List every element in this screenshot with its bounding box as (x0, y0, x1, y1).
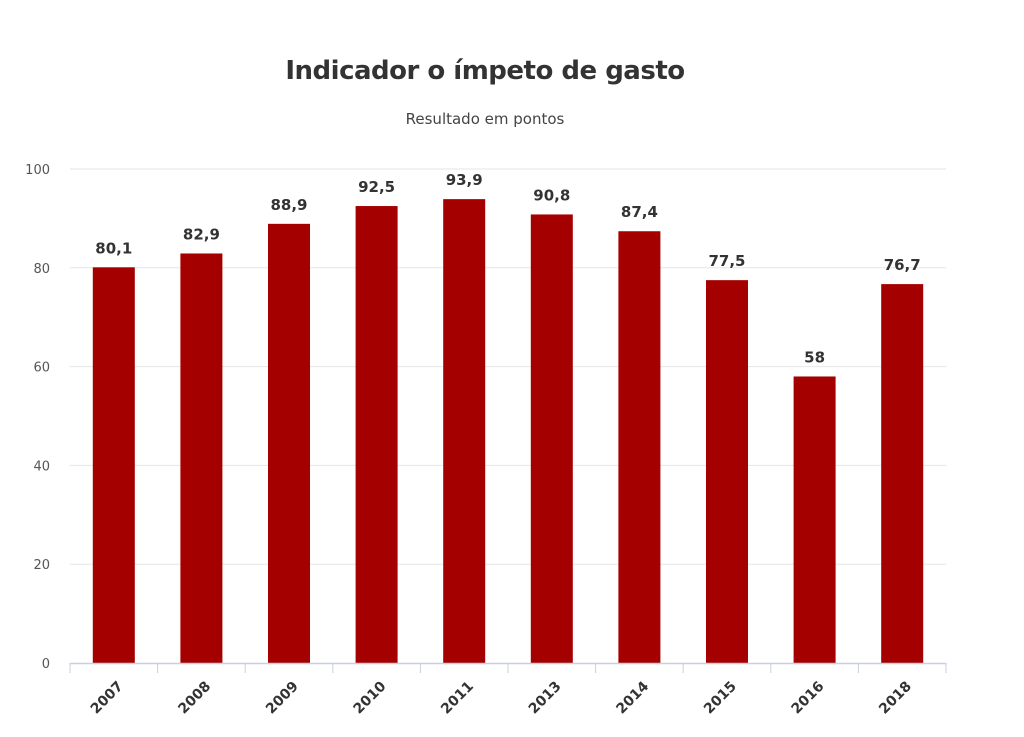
bar-2008 (180, 253, 223, 663)
x-category-label: 2011 (438, 679, 477, 718)
data-label-2013: 90,8 (533, 186, 570, 204)
bars (92, 199, 924, 664)
data-label-2011: 93,9 (446, 171, 483, 189)
bar-2010 (355, 206, 398, 664)
x-category-label: 2015 (701, 679, 740, 718)
x-category-label: 2007 (88, 679, 127, 718)
x-axis (69, 662, 947, 673)
data-label-2007: 80,1 (95, 239, 132, 257)
data-label-2016: 58 (804, 348, 825, 366)
data-label-2009: 88,9 (270, 196, 307, 214)
data-label-2015: 77,5 (708, 252, 745, 270)
y-tick-label: 60 (33, 361, 50, 376)
bar-2007 (92, 267, 135, 663)
bar-2011 (443, 199, 486, 663)
y-tick-label: 100 (25, 163, 50, 178)
data-label-2008: 82,9 (183, 225, 220, 243)
bar-2009 (268, 223, 310, 664)
y-axis-ticks: 0 20 40 60 80 100 (25, 163, 50, 672)
chart-title: Indicador o ímpeto de gasto (285, 56, 685, 86)
bar-2013 (530, 214, 573, 663)
bar-2014 (618, 231, 661, 663)
x-category-label: 2014 (613, 678, 652, 717)
chart-subtitle: Resultado em pontos (405, 110, 565, 128)
y-tick-label: 20 (33, 558, 50, 573)
x-category-label: 2010 (351, 678, 390, 717)
data-label-2018: 76,7 (884, 256, 921, 274)
y-tick-label: 0 (42, 657, 50, 672)
x-category-label: 2013 (526, 679, 565, 718)
y-tick-label: 40 (33, 459, 50, 474)
data-labels: 80,1 82,9 88,9 92,5 93,9 90,8 87,4 77,5 58 76,7 (95, 171, 920, 366)
bar-2016 (793, 376, 836, 663)
x-category-label: 2016 (789, 679, 828, 718)
x-axis-categories: 2007 2008 2009 2010 2011 2013 2014 2015 2016 2018 (88, 678, 915, 717)
x-category-label: 2018 (876, 679, 915, 718)
bar-2018 (881, 284, 924, 663)
y-tick-label: 80 (33, 262, 50, 277)
x-category-label: 2008 (175, 679, 214, 718)
x-category-label: 2009 (263, 679, 302, 718)
data-label-2010: 92,5 (358, 178, 395, 196)
data-label-2014: 87,4 (621, 203, 658, 221)
bar-2015 (706, 280, 748, 663)
